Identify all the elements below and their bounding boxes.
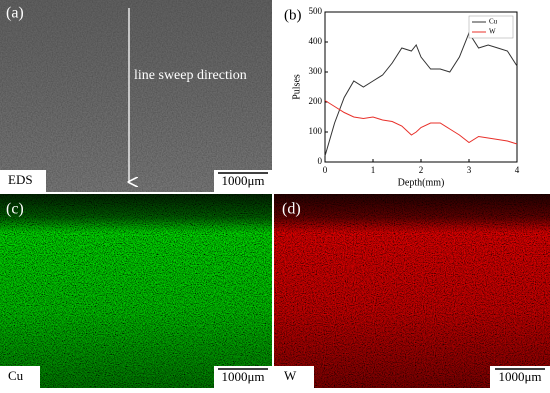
image-shade bbox=[0, 194, 272, 388]
caption-box bbox=[274, 366, 314, 388]
panel-d: (d) W 1000μm bbox=[274, 194, 550, 388]
y-tick-label: 100 bbox=[309, 126, 323, 136]
scale-label: 1000μm bbox=[221, 369, 264, 384]
caption-box bbox=[0, 366, 40, 388]
y-tick-label: 300 bbox=[309, 66, 323, 76]
caption-box bbox=[0, 170, 46, 192]
scale-box bbox=[214, 366, 272, 388]
y-tick-label: 400 bbox=[309, 36, 323, 46]
scale-box bbox=[490, 366, 550, 388]
x-tick-label: 2 bbox=[419, 165, 424, 175]
image-shade bbox=[0, 0, 272, 192]
x-tick-label: 3 bbox=[467, 165, 472, 175]
scale-label: 1000μm bbox=[498, 369, 541, 384]
caption: EDS bbox=[8, 172, 33, 187]
scale-box bbox=[214, 170, 272, 192]
panel-b: (b) 0 100 200 300 400 500 0 1 2 3 4 Depth(mm) Pulses… bbox=[284, 6, 520, 188]
panel-label: (b) bbox=[284, 7, 302, 23]
series-line bbox=[324, 31, 518, 157]
x-axis-label: Depth(mm) bbox=[398, 177, 445, 188]
panel-label: (a) bbox=[6, 5, 24, 22]
y-tick-label: 200 bbox=[309, 96, 323, 106]
x-tick-label: 0 bbox=[323, 165, 328, 175]
panel-c: (c) Cu 1000μm bbox=[0, 194, 272, 388]
x-tick-label: 1 bbox=[371, 165, 376, 175]
y-axis-label: Pulses bbox=[291, 74, 302, 100]
panel-label: (d) bbox=[282, 201, 301, 218]
annotation: line sweep direction bbox=[134, 68, 247, 83]
legend-label: Cu bbox=[489, 18, 498, 26]
caption: Cu bbox=[8, 368, 24, 383]
y-tick-label: 0 bbox=[318, 156, 323, 166]
legend-label: W bbox=[489, 28, 496, 36]
image-shade bbox=[274, 194, 550, 388]
panel-a: (a) line sweep direction EDS 1000μm bbox=[0, 0, 272, 192]
x-tick-label: 4 bbox=[515, 165, 520, 175]
panel-label: (c) bbox=[6, 201, 24, 218]
scale-label: 1000μm bbox=[221, 173, 264, 188]
series-line bbox=[324, 100, 518, 145]
y-tick-label: 500 bbox=[309, 6, 323, 16]
caption: W bbox=[284, 368, 297, 383]
